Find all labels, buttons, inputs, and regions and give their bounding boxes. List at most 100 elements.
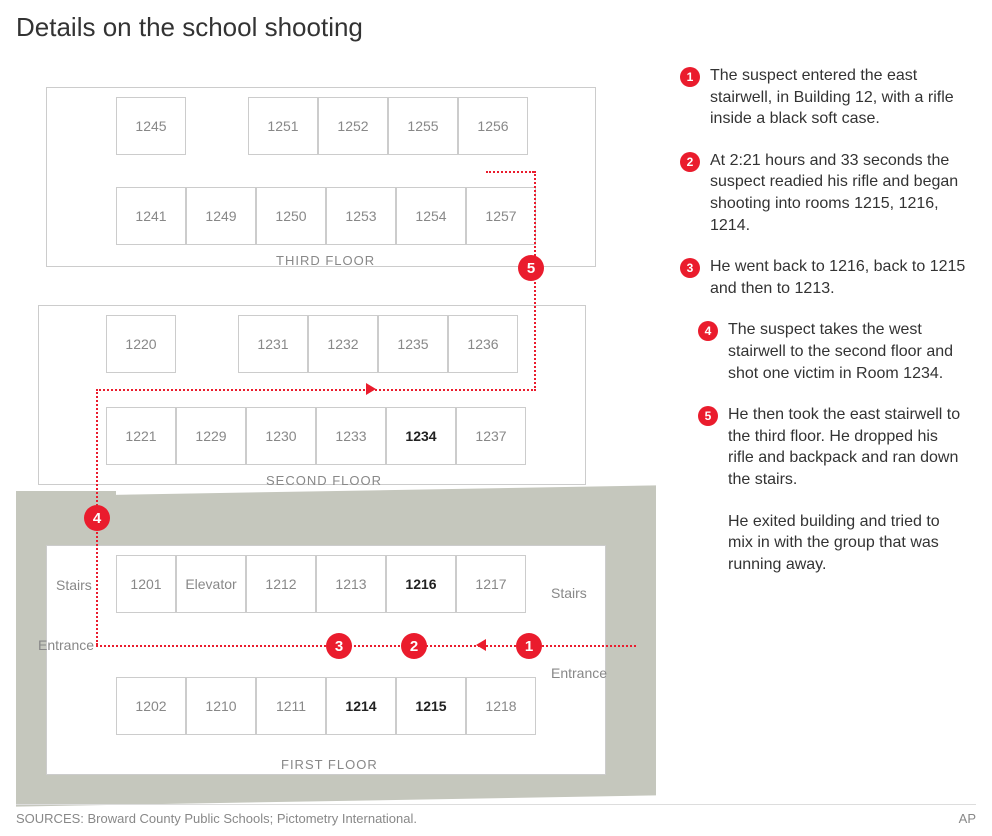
room-label: 1251 (267, 118, 298, 134)
step-text: He exited building and tried to mix in w… (728, 511, 966, 576)
room: 1230 (246, 407, 316, 465)
room-label: 1220 (125, 336, 156, 352)
floor-label-first: FIRST FLOOR (281, 757, 378, 772)
marker-2: 2 (401, 633, 427, 659)
room-label: 1202 (135, 698, 166, 714)
footer-sources: SOURCES: Broward County Public Schools; … (16, 811, 417, 826)
room-label: Elevator (185, 576, 236, 592)
step-text: The suspect entered the east stairwell, … (710, 65, 966, 130)
step-number-blank (698, 513, 718, 533)
floorplan-diagram: 1245 1251 1252 1255 1256 1241 1249 1250 … (16, 57, 656, 797)
stairs-label: Stairs (56, 577, 92, 593)
step-text: The suspect takes the west stairwell to … (728, 319, 966, 384)
room-label: 1201 (130, 576, 161, 592)
step-item: 3 He went back to 1216, back to 1215 and… (680, 256, 966, 299)
room: 1234 (386, 407, 456, 465)
room-label: 1214 (345, 698, 376, 714)
room-label: 1233 (335, 428, 366, 444)
room: 1216 (386, 555, 456, 613)
step-text: He then took the east stairwell to the t… (728, 404, 966, 490)
footer-credit: AP (959, 811, 976, 826)
room: 1229 (176, 407, 246, 465)
entrance-label: Entrance (38, 637, 94, 653)
room: 1236 (448, 315, 518, 373)
room: Elevator (176, 555, 246, 613)
room: 1241 (116, 187, 186, 245)
room: 1251 (248, 97, 318, 155)
room: 1231 (238, 315, 308, 373)
floor-label-third: THIRD FLOOR (276, 253, 375, 268)
room: 1220 (106, 315, 176, 373)
footer: SOURCES: Broward County Public Schools; … (16, 804, 976, 826)
room-label: 1229 (195, 428, 226, 444)
room-label: 1211 (276, 698, 306, 714)
step-text: At 2:21 hours and 33 seconds the suspect… (710, 150, 966, 236)
room: 1257 (466, 187, 536, 245)
room-label: 1212 (265, 576, 296, 592)
room-label: 1236 (467, 336, 498, 352)
room: 1254 (396, 187, 466, 245)
room-label: 1218 (485, 698, 516, 714)
step-item: 1 The suspect entered the east stairwell… (680, 65, 966, 130)
room-label: 1230 (265, 428, 296, 444)
room-label: 1256 (477, 118, 508, 134)
room-label: 1252 (337, 118, 368, 134)
room-label: 1221 (125, 428, 156, 444)
room: 1202 (116, 677, 186, 735)
step-number: 3 (680, 258, 700, 278)
room-label: 1241 (135, 208, 166, 224)
room: 1237 (456, 407, 526, 465)
path-segment (486, 171, 534, 173)
room: 1210 (186, 677, 256, 735)
marker-3: 3 (326, 633, 352, 659)
path-arrow-icon (476, 639, 486, 651)
stairs-label: Stairs (551, 585, 587, 601)
room-label: 1213 (335, 576, 366, 592)
room-label: 1215 (415, 698, 446, 714)
room-label: 1232 (327, 336, 358, 352)
room-label: 1216 (405, 576, 436, 592)
marker-5: 5 (518, 255, 544, 281)
room: 1221 (106, 407, 176, 465)
room: 1212 (246, 555, 316, 613)
room-label: 1249 (205, 208, 236, 224)
room-label: 1210 (205, 698, 236, 714)
main-content: 1245 1251 1252 1255 1256 1241 1249 1250 … (16, 57, 976, 797)
room-label: 1234 (405, 428, 436, 444)
room: 1214 (326, 677, 396, 735)
floor-label-second: SECOND FLOOR (266, 473, 382, 488)
room: 1250 (256, 187, 326, 245)
room: 1211 (256, 677, 326, 735)
room: 1252 (318, 97, 388, 155)
marker-4: 4 (84, 505, 110, 531)
room-label: 1257 (485, 208, 516, 224)
room: 1249 (186, 187, 256, 245)
path-segment (346, 645, 636, 647)
room: 1232 (308, 315, 378, 373)
room: 1256 (458, 97, 528, 155)
room: 1218 (466, 677, 536, 735)
page-title: Details on the school shooting (16, 12, 976, 43)
entrance-label: Entrance (551, 665, 607, 681)
step-item: 4 The suspect takes the west stairwell t… (698, 319, 966, 384)
path-segment (96, 645, 326, 647)
room-label: 1237 (475, 428, 506, 444)
room-label: 1231 (257, 336, 288, 352)
room: 1235 (378, 315, 448, 373)
room-label: 1250 (275, 208, 306, 224)
room-label: 1217 (475, 576, 506, 592)
step-item: 2 At 2:21 hours and 33 seconds the suspe… (680, 150, 966, 236)
step-number: 2 (680, 152, 700, 172)
room: 1245 (116, 97, 186, 155)
steps-sidebar: 1 The suspect entered the east stairwell… (680, 57, 976, 797)
step-number: 4 (698, 321, 718, 341)
marker-1: 1 (516, 633, 542, 659)
step-number: 5 (698, 406, 718, 426)
room: 1255 (388, 97, 458, 155)
room: 1233 (316, 407, 386, 465)
room-label: 1255 (407, 118, 438, 134)
room: 1215 (396, 677, 466, 735)
step-item: 5 He then took the east stairwell to the… (698, 404, 966, 490)
room: 1201 (116, 555, 176, 613)
room-label: 1253 (345, 208, 376, 224)
